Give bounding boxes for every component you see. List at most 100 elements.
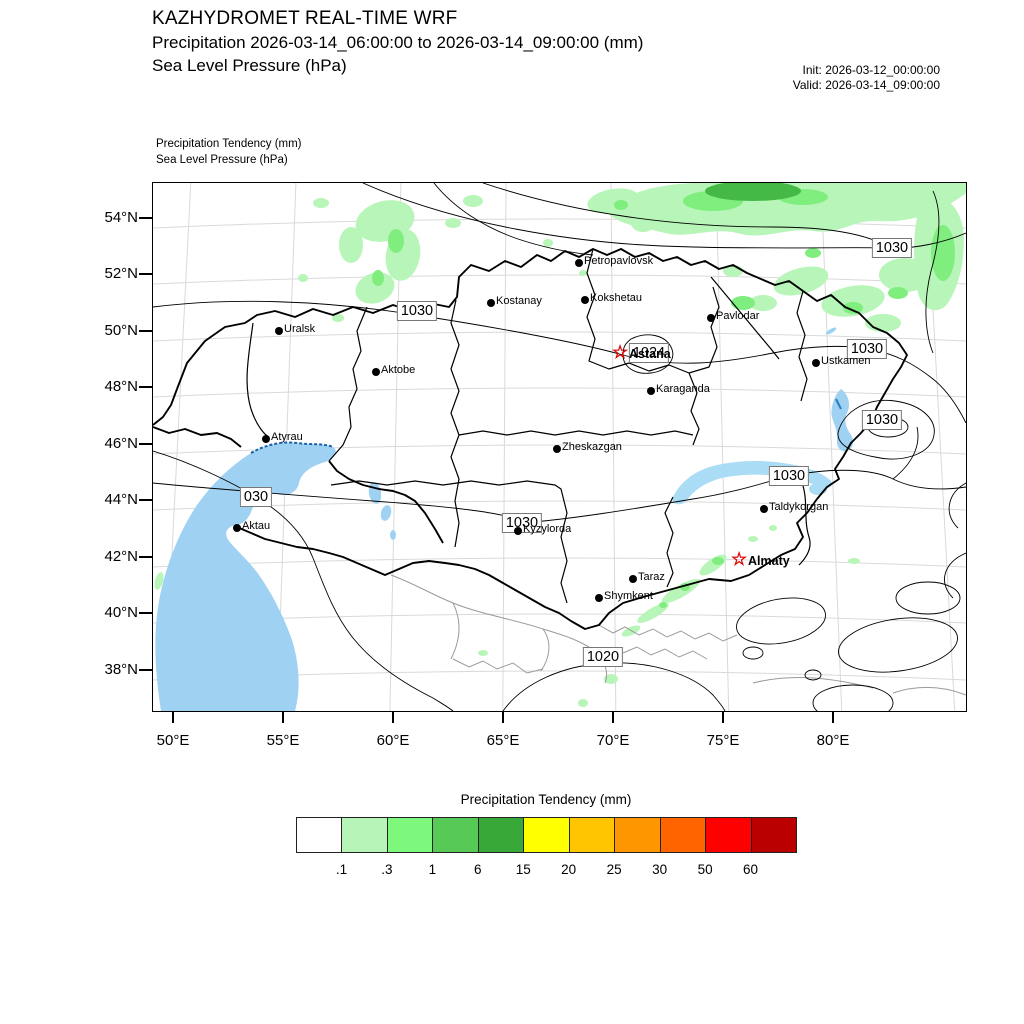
city-label: Uralsk <box>284 323 316 335</box>
colorbar-tick: 15 <box>515 862 531 877</box>
lon-tick-label: 75°E <box>706 732 740 749</box>
city-dot <box>262 435 270 443</box>
kazakhstan-map-svg <box>153 183 966 711</box>
pressure-label: 1030 <box>396 301 438 321</box>
colorbar <box>296 817 797 853</box>
colorbar-tick-labels: .1 .3 1 6 15 20 25 30 50 60 <box>296 862 796 880</box>
lon-tick-mark <box>722 711 724 723</box>
lon-tick-label: 55°E <box>266 732 300 749</box>
colorbar-cell <box>659 817 707 853</box>
lat-tick-mark <box>139 669 152 671</box>
lat-tick-label: 42°N <box>104 548 138 565</box>
lon-tick-label: 65°E <box>486 732 520 749</box>
city-label: Taraz <box>638 571 665 583</box>
lat-tick-mark <box>139 556 152 558</box>
city-dot <box>812 359 820 367</box>
pressure-label: 1030 <box>871 238 913 258</box>
inset-legend-line2: Sea Level Pressure (hPa) <box>156 154 288 166</box>
lon-tick-mark <box>832 711 834 723</box>
city-label: Taldykorgan <box>769 501 829 513</box>
lat-tick-label: 46°N <box>104 435 138 452</box>
city-dot <box>275 327 283 335</box>
colorbar-cell <box>341 817 388 853</box>
colorbar-tick: 1 <box>428 862 437 877</box>
capital-label: Astana <box>629 347 671 361</box>
ne-lake <box>831 389 854 452</box>
precipitation-subtitle: Precipitation 2026-03-14_06:00:00 to 202… <box>152 33 644 52</box>
small-lake <box>380 505 392 521</box>
city-label: Shymkent <box>604 590 653 602</box>
colorbar-tick: .3 <box>381 862 393 877</box>
city-label: Zheskazgan <box>562 441 622 453</box>
init-timestamp: Init: 2026-03-12_00:00:00 <box>802 63 940 77</box>
city-label: Kyzylorda <box>523 523 572 535</box>
city-dot <box>647 387 655 395</box>
lon-tick-label: 60°E <box>376 732 410 749</box>
lon-tick-label: 50°E <box>156 732 190 749</box>
city-dot <box>575 259 583 267</box>
colorbar-cell <box>614 817 661 853</box>
city-dot <box>707 314 715 322</box>
lon-tick-mark <box>392 711 394 723</box>
lat-tick-label: 54°N <box>104 209 138 226</box>
city-dot <box>553 445 561 453</box>
pressure-label: 1030 <box>768 466 810 486</box>
city-label: Kostanay <box>496 295 542 307</box>
city-label: Kokshetau <box>590 292 642 304</box>
lat-tick-mark <box>139 273 152 275</box>
lon-tick-label: 80°E <box>816 732 850 749</box>
lat-tick-label: 48°N <box>104 378 138 395</box>
lon-tick-label: 70°E <box>596 732 630 749</box>
lon-tick-mark <box>612 711 614 723</box>
colorbar-cell <box>296 817 343 853</box>
lon-tick-mark <box>282 711 284 723</box>
city-dot <box>629 575 637 583</box>
kazakhstan-border <box>153 248 908 630</box>
colorbar-cell <box>477 817 525 853</box>
precip-mid-areas <box>372 189 955 608</box>
city-label: Aktau <box>242 520 271 532</box>
pressure-label: 1030 <box>861 410 903 430</box>
caspian-sea <box>155 442 336 711</box>
pressure-subtitle: Sea Level Pressure (hPa) <box>152 56 347 75</box>
lat-tick-label: 40°N <box>104 604 138 621</box>
lat-tick-label: 52°N <box>104 265 138 282</box>
colorbar-tick: 25 <box>606 862 622 877</box>
lat-tick-mark <box>139 330 152 332</box>
pressure-label: 1020 <box>582 647 624 667</box>
city-label: Atyrau <box>271 431 303 443</box>
lon-tick-mark <box>172 711 174 723</box>
city-label: Ustkamen <box>821 355 871 367</box>
caspian-north-coast <box>250 441 334 454</box>
colorbar-tick: 50 <box>697 862 713 877</box>
city-dot <box>595 594 603 602</box>
small-lake <box>825 327 837 335</box>
colorbar-title: Precipitation Tendency (mm) <box>460 792 632 807</box>
city-dot <box>233 524 241 532</box>
city-label: Petropavlovsk <box>584 255 654 267</box>
map-inset-legend: Precipitation Tendency (mm) Sea Level Pr… <box>156 136 302 168</box>
pressure-label: 1030 <box>846 339 888 359</box>
city-dot <box>760 505 768 513</box>
pressure-label: 030 <box>239 487 273 507</box>
capital-label: Almaty <box>748 554 790 568</box>
colorbar-cell <box>568 817 616 853</box>
run-timestamps: Init: 2026-03-12_00:00:00 Valid: 2026-03… <box>793 63 940 93</box>
colorbar-tick: 60 <box>742 862 759 877</box>
small-lake <box>390 530 396 540</box>
colorbar-tick: 20 <box>561 862 577 877</box>
lat-tick-mark <box>139 443 152 445</box>
colorbar-cell <box>523 817 570 853</box>
city-label: Aktobe <box>381 364 416 376</box>
lon-tick-mark <box>502 711 504 723</box>
lat-tick-label: 44°N <box>104 491 138 508</box>
lat-tick-label: 50°N <box>104 322 138 339</box>
lat-tick-mark <box>139 612 152 614</box>
page-title: KAZHYDROMET REAL-TIME WRF <box>152 8 458 29</box>
forecast-map: 1030 1030 1024 1030 1030 1030 1030 030 1… <box>152 182 967 712</box>
colorbar-cell <box>705 817 752 853</box>
colorbar-tick: .1 <box>335 862 348 877</box>
lat-tick-mark <box>139 386 152 388</box>
colorbar-cell <box>432 817 479 853</box>
inset-legend-line1: Precipitation Tendency (mm) <box>156 138 302 150</box>
